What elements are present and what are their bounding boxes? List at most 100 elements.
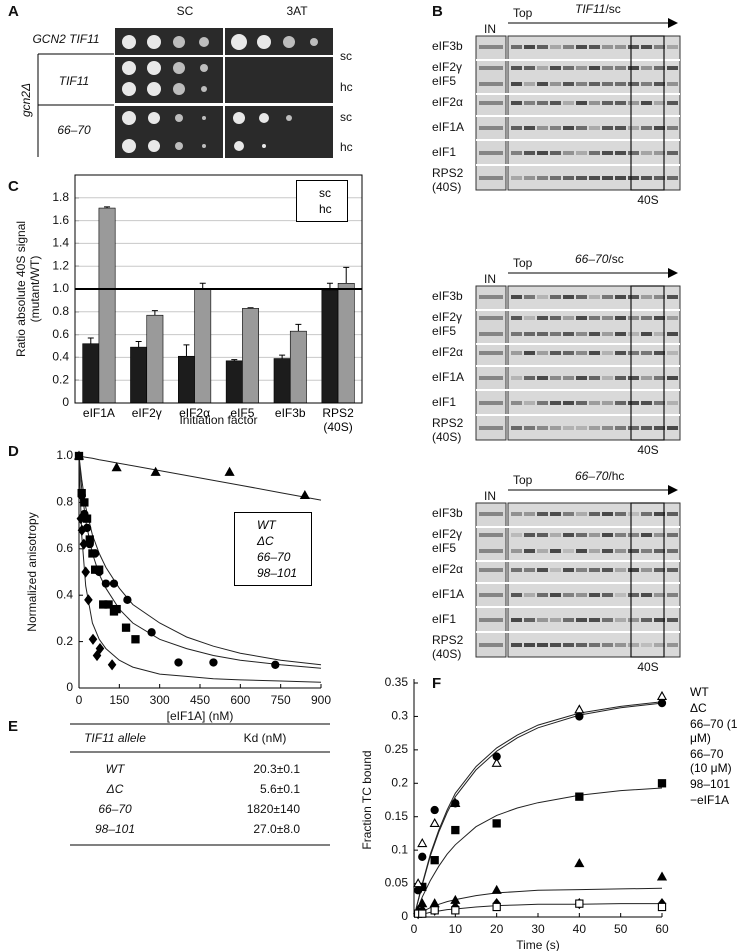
fraction-box (630, 502, 665, 658)
band (615, 593, 626, 597)
band (576, 45, 587, 49)
band (524, 101, 535, 105)
data-point (81, 566, 91, 578)
panel-label: F (432, 675, 441, 692)
band (524, 426, 535, 430)
band (628, 426, 639, 430)
band (602, 549, 613, 553)
band (667, 101, 678, 105)
band (576, 176, 587, 180)
band (524, 176, 535, 180)
band (628, 618, 639, 622)
band (524, 401, 535, 405)
data-point (429, 817, 440, 828)
band (589, 66, 600, 70)
band (602, 568, 613, 572)
y-axis-title: Ratio absolute 40S signal (14, 221, 28, 357)
band (576, 66, 587, 70)
gradient-label: Top (513, 6, 533, 20)
band (563, 126, 574, 130)
yeast-spot (201, 86, 207, 92)
panel-label: D (8, 443, 19, 460)
band (524, 593, 535, 597)
lane-label: IN (484, 22, 496, 36)
table-cell: 1820±140 (247, 802, 301, 816)
data-point (413, 886, 423, 895)
y-tick-label: 1.2 (52, 258, 69, 272)
band (511, 45, 522, 49)
protein-label: (40S) (432, 430, 461, 444)
data-point (451, 825, 460, 835)
band (511, 593, 522, 597)
band (563, 45, 574, 49)
data-point (492, 819, 501, 828)
protein-label: RPS2 (432, 633, 464, 647)
band (667, 549, 678, 553)
yeast-spot (231, 34, 247, 50)
band (589, 332, 600, 336)
legend-label: 66–70 (10 μM) (690, 747, 732, 775)
band (602, 533, 613, 537)
y-tick-label: 1.6 (52, 213, 69, 227)
legend-label: hc (319, 202, 332, 216)
band (589, 295, 600, 299)
protein-label: eIF1A (432, 587, 464, 601)
band (537, 295, 548, 299)
band (589, 426, 600, 430)
y-tick-label: 1.0 (56, 448, 73, 462)
band (511, 101, 522, 105)
table-header: Kd (nM) (244, 731, 287, 745)
x-tick-label: eIF2γ (131, 406, 162, 420)
fit-curve (413, 702, 663, 918)
yeast-spot (148, 140, 160, 152)
band (479, 332, 503, 336)
band (654, 45, 665, 49)
fraction-label: 40S (637, 660, 658, 674)
yeast-spot (310, 38, 318, 46)
blot-title: TIF11/sc (575, 2, 621, 16)
band (537, 593, 548, 597)
x-tick-label: 20 (490, 922, 504, 936)
fit-curve (78, 455, 322, 501)
legend-label: WT (690, 685, 709, 699)
band (511, 512, 522, 516)
protein-label: eIF2γ (432, 60, 462, 74)
band (628, 593, 639, 597)
protein-label: RPS2 (432, 166, 464, 180)
band (589, 126, 600, 130)
band (563, 295, 574, 299)
y-tick-label: 0.8 (56, 495, 73, 509)
data-point (451, 799, 460, 808)
band (615, 295, 626, 299)
band (576, 593, 587, 597)
band (615, 151, 626, 155)
band (563, 351, 574, 355)
band (550, 426, 561, 430)
table-cell: 66–70 (98, 802, 132, 816)
band (654, 316, 665, 320)
band (550, 176, 561, 180)
legend: sc hc (296, 180, 348, 222)
band (550, 126, 561, 130)
band (589, 151, 600, 155)
band (511, 351, 522, 355)
y-tick-label: 0 (401, 909, 408, 923)
bar (273, 358, 291, 404)
band (602, 401, 613, 405)
band (654, 376, 665, 380)
data-point (657, 698, 667, 708)
band (589, 568, 600, 572)
legend-label: 98–101 (690, 777, 731, 791)
band (550, 332, 561, 336)
y-tick-label: 0.8 (52, 304, 69, 318)
band (576, 316, 587, 320)
band (550, 376, 561, 380)
band (563, 401, 574, 405)
data-point (429, 898, 440, 908)
band (576, 512, 587, 516)
band (667, 332, 678, 336)
band (654, 568, 665, 572)
x-axis-title: Initiation factor (179, 413, 257, 427)
y-tick-label: 0.35 (385, 675, 409, 689)
yeast-spot (283, 36, 295, 48)
